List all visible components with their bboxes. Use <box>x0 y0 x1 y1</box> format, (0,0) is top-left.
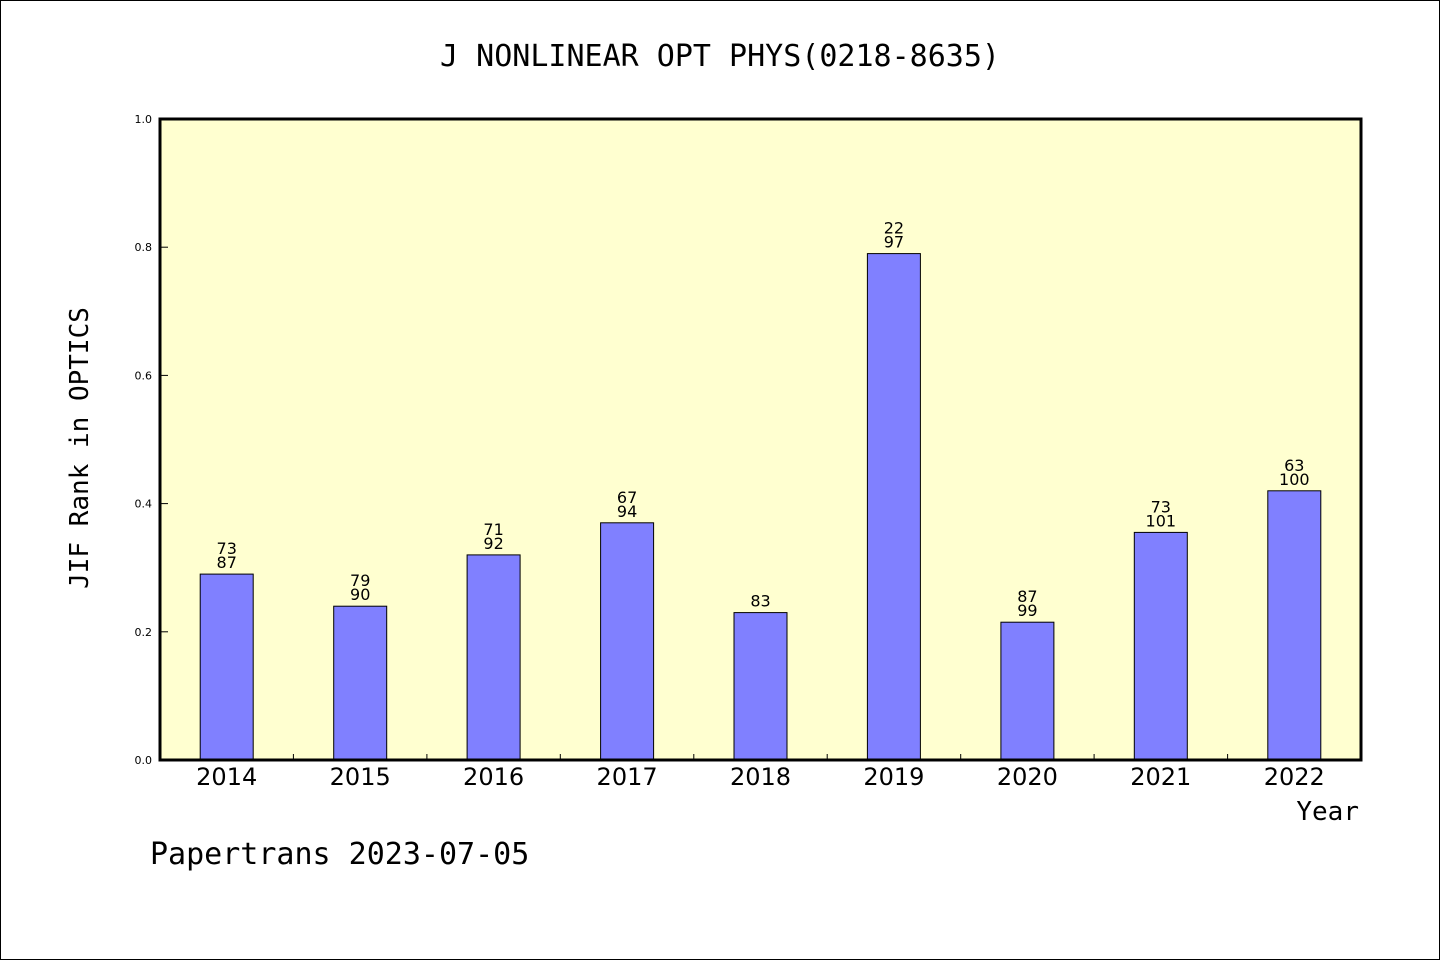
y-tick-label: 0.6 <box>135 369 153 382</box>
x-tick-label: 2018 <box>730 763 791 791</box>
bar-2021 <box>1133 531 1188 761</box>
y-axis-ticks: 0.0 0.2 0.4 0.6 0.8 1.0 <box>135 113 168 767</box>
bar-label-bottom: 99 <box>1017 601 1037 620</box>
bar-label-bottom: 90 <box>350 585 370 604</box>
bar-label-top: 67 <box>617 488 637 507</box>
bar-label-top: 79 <box>350 571 370 590</box>
x-tick-label: 2015 <box>330 763 391 791</box>
bar-2018 <box>733 612 788 761</box>
bar-2020 <box>1000 621 1055 761</box>
x-tick-label: 2016 <box>463 763 524 791</box>
bar-2015 <box>333 605 388 761</box>
bar-label-top: 63 <box>1284 456 1304 475</box>
bar-label-bottom: 97 <box>884 233 904 252</box>
y-tick-label: 0.2 <box>135 626 153 639</box>
bar-label-bottom: 94 <box>617 502 637 521</box>
y-tick-label: 0.4 <box>135 498 153 511</box>
bar-label-top: 87 <box>1017 587 1037 606</box>
bar-label-top: 22 <box>884 219 904 238</box>
x-axis-label: Year <box>1296 797 1359 827</box>
y-tick-label: 0.8 <box>135 241 153 254</box>
x-tick-label: 2014 <box>196 763 257 791</box>
y-tick-label: 0.0 <box>135 754 153 767</box>
bar-label-top: 73 <box>1151 497 1171 516</box>
bar-2022 <box>1267 490 1322 761</box>
chart-title: J NONLINEAR OPT PHYS(0218-8635) <box>440 39 1000 74</box>
bar-label-top: 73 <box>217 539 237 558</box>
bar-2014 <box>199 573 254 761</box>
bar-label-top: 71 <box>483 520 503 539</box>
bar-label-bottom: 101 <box>1146 511 1177 530</box>
bar-2016 <box>466 554 521 761</box>
bar-2017 <box>600 522 655 761</box>
x-tick-label: 2021 <box>1130 763 1191 791</box>
footer-text: Papertrans 2023-07-05 <box>150 837 529 872</box>
x-tick-label: 2017 <box>597 763 658 791</box>
bar-label-bottom: 83 <box>750 592 770 611</box>
bar-2019 <box>866 253 921 761</box>
x-tick-label: 2020 <box>997 763 1058 791</box>
bars-group <box>199 253 1322 761</box>
x-tick-label: 2019 <box>863 763 924 791</box>
bar-label-bottom: 92 <box>483 534 503 553</box>
x-axis-ticks: 2014 2015 2016 2017 2018 2019 2020 2021 2022 <box>196 754 1325 791</box>
bar-label-bottom: 100 <box>1279 470 1310 489</box>
plot-border <box>158 117 1363 762</box>
y-tick-label: 1.0 <box>135 113 153 126</box>
y-axis-label: JIF Rank in OPTICS <box>65 307 95 589</box>
x-tick-label: 2022 <box>1264 763 1325 791</box>
bar-label-bottom: 87 <box>217 553 237 572</box>
